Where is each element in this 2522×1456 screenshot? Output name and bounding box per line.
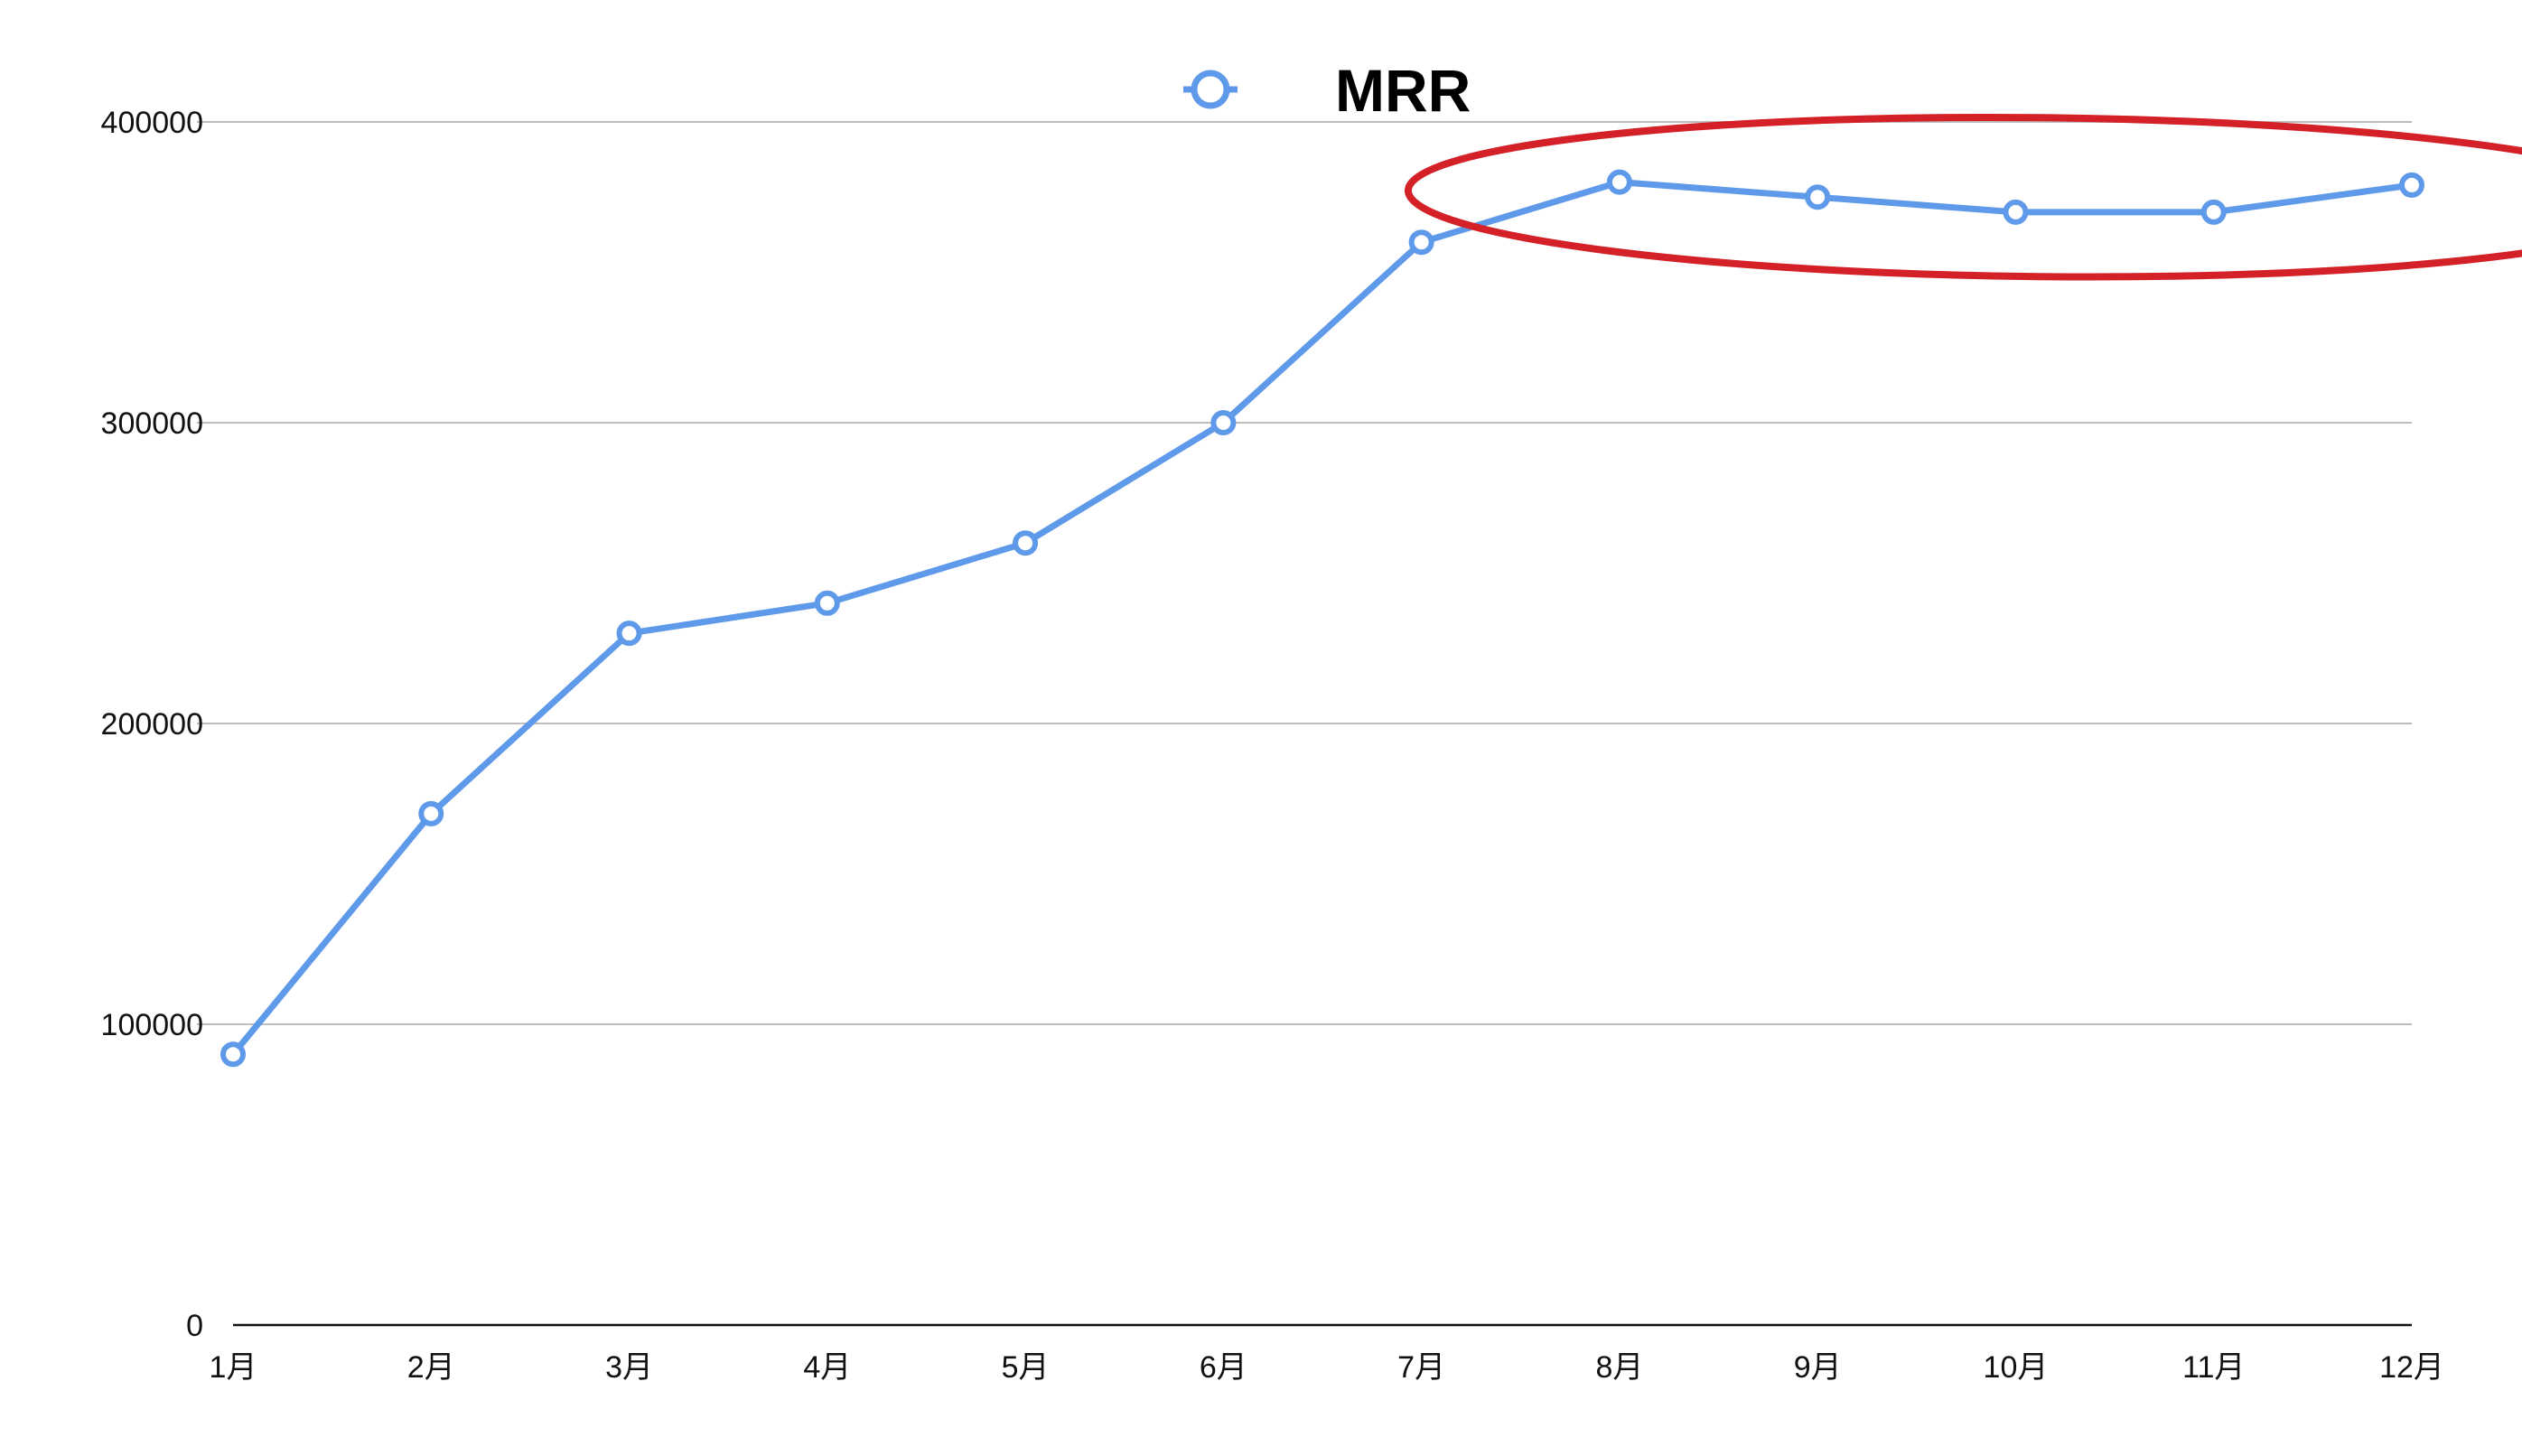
- x-tick-label: 1月: [210, 1350, 257, 1385]
- x-tick-label: 9月: [1794, 1350, 1842, 1385]
- legend: MRR: [1183, 57, 1471, 124]
- legend-label-mrr: MRR: [1335, 57, 1471, 124]
- x-tick-label: 10月: [1984, 1350, 2049, 1385]
- series-mrr: [220, 169, 2424, 1068]
- x-axis-ticks: 1月 2月 3月 4月 5月 6月 7月 8月 9月 10月 11月 12月: [210, 1350, 2444, 1385]
- series-line-mrr: [229, 179, 2415, 1058]
- data-point-3: [616, 621, 642, 647]
- data-point-4: [814, 590, 840, 616]
- data-point-12: [2399, 172, 2424, 198]
- data-point-11: [2200, 199, 2227, 225]
- x-tick-label: 11月: [2182, 1350, 2245, 1385]
- x-tick-label: 3月: [605, 1350, 653, 1385]
- x-tick-label: 8月: [1595, 1350, 1643, 1385]
- legend-marker: [1191, 70, 1230, 109]
- highlight-annotation: [1404, 113, 2522, 281]
- data-point-7: [1408, 229, 1434, 256]
- x-tick-label: 12月: [2379, 1350, 2444, 1385]
- x-tick-label: 6月: [1200, 1350, 1247, 1385]
- x-tick-label: 7月: [1397, 1350, 1445, 1385]
- data-point-9: [1805, 184, 1831, 210]
- y-tick-label: 300000: [101, 406, 203, 441]
- data-point-6: [1210, 410, 1237, 435]
- y-tick-label: 100000: [101, 1008, 203, 1042]
- y-tick-label: 200000: [101, 707, 203, 742]
- data-point-8: [1606, 169, 1632, 195]
- y-tick-label: 0: [186, 1309, 203, 1343]
- gridlines: [197, 121, 2412, 1025]
- x-tick-label: 5月: [1002, 1350, 1050, 1385]
- data-point-5: [1013, 530, 1039, 556]
- data-point-1: [220, 1041, 246, 1068]
- data-point-10: [2003, 199, 2029, 225]
- y-tick-label: 400000: [101, 106, 203, 140]
- y-axis-ticks: 0 100000 200000 300000 400000: [101, 106, 203, 1343]
- x-tick-label: 4月: [803, 1350, 851, 1385]
- data-point-2: [418, 800, 444, 826]
- highlight-ellipse: [1404, 113, 2522, 281]
- x-tick-label: 2月: [407, 1350, 455, 1385]
